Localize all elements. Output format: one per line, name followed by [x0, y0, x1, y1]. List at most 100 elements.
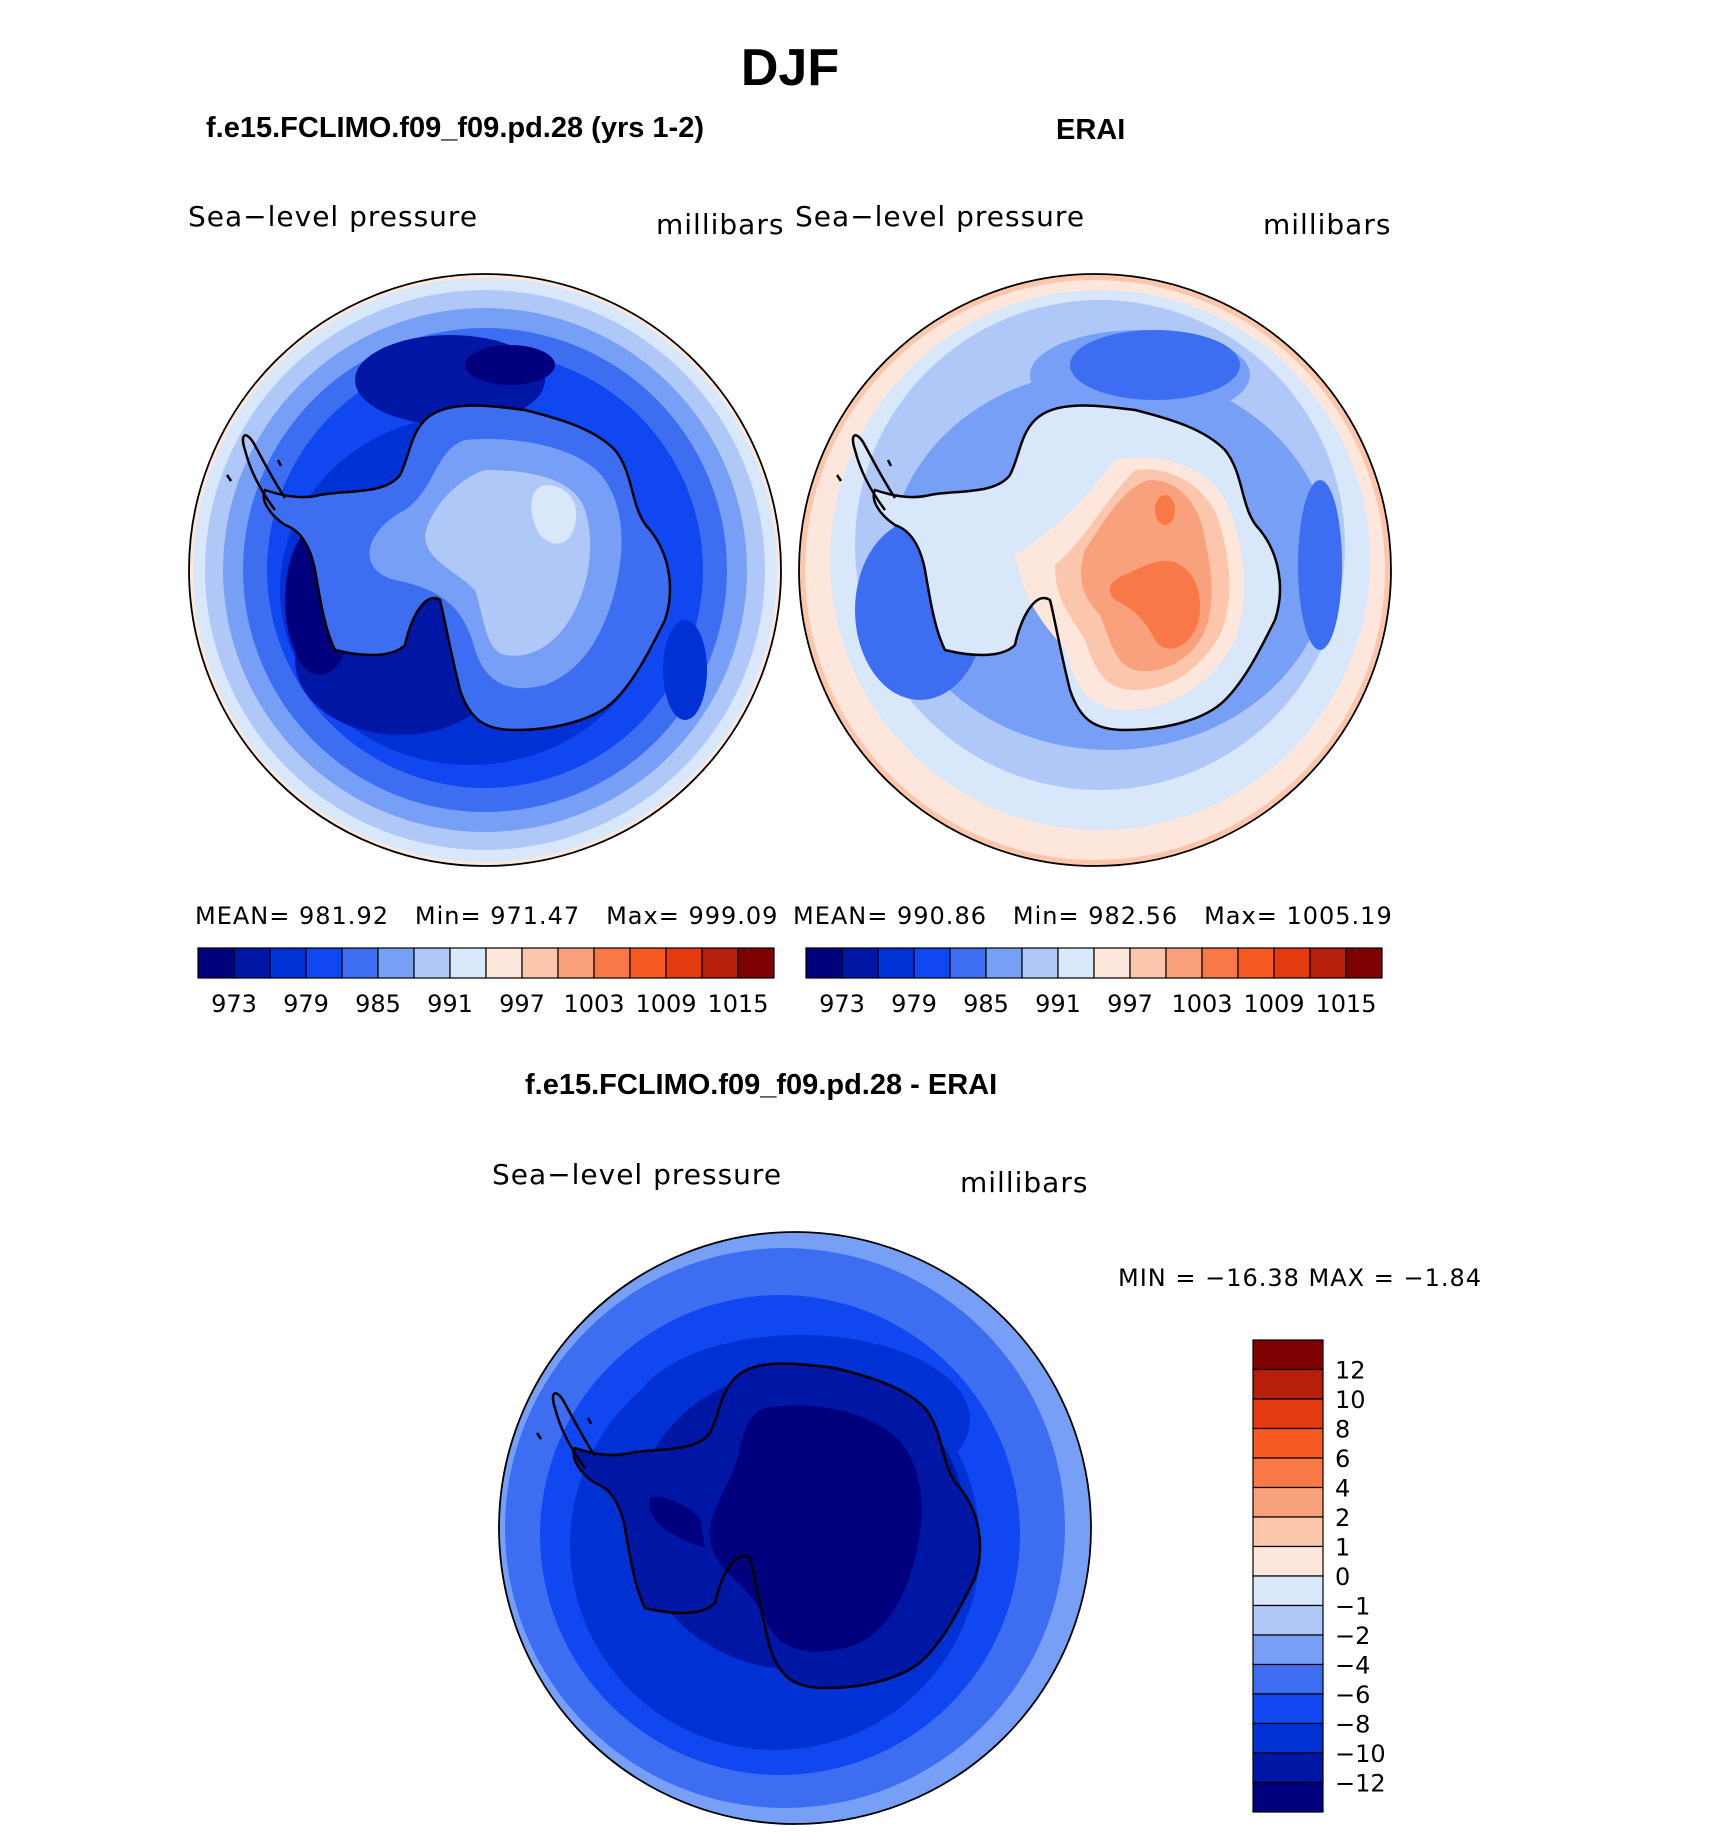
- diff-colorbar-swatch: [1252, 1486, 1324, 1518]
- obs-colorbar-swatch: [1165, 947, 1203, 979]
- diff-colorbar-swatch: [1252, 1575, 1324, 1607]
- model-polar-map: [188, 273, 782, 867]
- model-colorbar-tick-label: 1015: [707, 990, 768, 1018]
- obs-colorbar-swatch: [877, 947, 915, 979]
- diff-colorbar-swatch: [1252, 1545, 1324, 1577]
- obs-colorbar-tick-label: 1009: [1243, 990, 1304, 1018]
- model-colorbar-swatch: [413, 947, 451, 979]
- obs-colorbar-swatch: [949, 947, 987, 979]
- model-colorbar-swatch: [485, 947, 523, 979]
- diff-colorbar-tick-label: 4: [1335, 1475, 1350, 1503]
- model-min-value: 971.47: [490, 902, 581, 930]
- diff-colorbar-tick-label: 6: [1335, 1445, 1350, 1473]
- obs-max-label: Max=: [1204, 902, 1278, 930]
- model-colorbar-swatch: [701, 947, 739, 979]
- diff-colorbar-swatch: [1252, 1722, 1324, 1754]
- model-max-label: Max=: [606, 902, 680, 930]
- obs-colorbar-swatch: [1093, 947, 1131, 979]
- obs-polar-map: [798, 273, 1392, 867]
- obs-mean-value: 990.86: [897, 902, 987, 930]
- obs-colorbar: 973 979 985 991 997 1003 1009 1015: [805, 947, 1383, 1018]
- obs-units-label: millibars: [1263, 208, 1392, 241]
- obs-min-label: Min=: [1012, 902, 1080, 930]
- diff-units-label: millibars: [960, 1166, 1089, 1199]
- diff-colorbar-swatch: [1252, 1457, 1324, 1489]
- diff-colorbar-tick-label: −1: [1335, 1593, 1370, 1621]
- diff-panel-title: f.e15.FCLIMO.f09_f09.pd.28 - ERAI: [525, 1069, 998, 1101]
- diff-colorbar-tick-label: 8: [1335, 1416, 1350, 1444]
- diff-colorbar-tick-label: −10: [1335, 1740, 1386, 1768]
- model-colorbar-tick-label: 979: [283, 990, 329, 1018]
- model-colorbar-tick-label: 973: [211, 990, 257, 1018]
- obs-colorbar-swatch: [1201, 947, 1239, 979]
- model-colorbar-swatch: [197, 947, 235, 979]
- diff-colorbar-swatch: [1252, 1781, 1324, 1813]
- obs-max-value: 1005.19: [1286, 902, 1393, 930]
- diff-colorbar-swatch: [1252, 1339, 1324, 1371]
- diff-colorbar-swatch: [1252, 1693, 1324, 1725]
- diff-colorbar-tick-label: −12: [1335, 1770, 1386, 1798]
- diff-colorbar-tick-label: −4: [1335, 1652, 1370, 1680]
- obs-colorbar-swatch: [805, 947, 843, 979]
- diff-variable-label: Sea−level pressure: [492, 1158, 783, 1191]
- model-mean-value: 981.92: [299, 902, 389, 930]
- model-colorbar-swatch: [665, 947, 703, 979]
- diff-colorbar-tick-label: −2: [1335, 1622, 1370, 1650]
- obs-colorbar-swatch: [841, 947, 879, 979]
- model-colorbar-swatch: [269, 947, 307, 979]
- diff-minmax-text: MIN = −16.38 MAX = −1.84: [1118, 1264, 1483, 1292]
- diff-colorbar-swatch: [1252, 1516, 1324, 1548]
- obs-colorbar-tick-label: 991: [1035, 990, 1081, 1018]
- model-panel-title: f.e15.FCLIMO.f09_f09.pd.28 (yrs 1-2): [206, 112, 704, 144]
- model-colorbar-swatch: [557, 947, 595, 979]
- obs-colorbar-swatch: [985, 947, 1023, 979]
- obs-colorbar-swatch: [1309, 947, 1347, 979]
- diff-colorbar-tick-label: −6: [1335, 1681, 1370, 1709]
- diff-colorbar-swatch: [1252, 1663, 1324, 1695]
- model-colorbar-swatch: [377, 947, 415, 979]
- obs-colorbar-tick-label: 985: [963, 990, 1009, 1018]
- diff-colorbar-tick-label: 12: [1335, 1357, 1366, 1385]
- obs-colorbar-swatch: [1237, 947, 1275, 979]
- obs-stats: MEAN= 990.86 Min= 982.56 Max= 1005.19: [793, 902, 1393, 930]
- obs-colorbar-swatch: [1057, 947, 1095, 979]
- model-colorbar-tick-label: 991: [427, 990, 473, 1018]
- diff-colorbar-tick-label: 2: [1335, 1504, 1350, 1532]
- model-units-label: millibars: [656, 208, 785, 241]
- diff-colorbar-swatch: [1252, 1368, 1324, 1400]
- model-max-value: 999.09: [688, 902, 779, 930]
- model-colorbar-swatch: [305, 947, 343, 979]
- obs-mean-label: MEAN=: [793, 902, 889, 930]
- diff-colorbar-swatch: [1252, 1752, 1324, 1784]
- model-colorbar-tick-label: 1003: [563, 990, 624, 1018]
- model-stats: MEAN= 981.92 Min= 971.47 Max= 999.09: [195, 902, 778, 930]
- model-colorbar-swatch: [629, 947, 667, 979]
- model-colorbar-swatch: [449, 947, 487, 979]
- diff-colorbar-swatch: [1252, 1398, 1324, 1430]
- model-colorbar: 973 979 985 991 997 1003 1009 1015: [197, 947, 775, 1018]
- model-colorbar-swatch: [521, 947, 559, 979]
- diff-colorbar-swatch: [1252, 1604, 1324, 1636]
- obs-colorbar-tick-label: 979: [891, 990, 937, 1018]
- diff-colorbar-tick-label: 0: [1335, 1563, 1350, 1591]
- obs-colorbar-tick-label: 1003: [1171, 990, 1232, 1018]
- obs-colorbar-tick-label: 997: [1107, 990, 1153, 1018]
- obs-colorbar-swatch: [1021, 947, 1059, 979]
- model-colorbar-swatch: [737, 947, 775, 979]
- obs-colorbar-tick-label: 973: [819, 990, 865, 1018]
- obs-variable-label: Sea−level pressure: [795, 200, 1086, 233]
- model-colorbar-tick-label: 1009: [635, 990, 696, 1018]
- diff-colorbar-tick-label: −8: [1335, 1711, 1370, 1739]
- model-colorbar-tick-label: 997: [499, 990, 545, 1018]
- model-colorbar-swatch: [233, 947, 271, 979]
- obs-min-value: 982.56: [1088, 902, 1179, 930]
- diff-colorbar-tick-label: 1: [1335, 1534, 1350, 1562]
- obs-colorbar-swatch: [1129, 947, 1167, 979]
- model-colorbar-tick-label: 985: [355, 990, 401, 1018]
- diff-colorbar-swatch: [1252, 1634, 1324, 1666]
- obs-colorbar-tick-label: 1015: [1315, 990, 1376, 1018]
- obs-colorbar-swatch: [1345, 947, 1383, 979]
- model-variable-label: Sea−level pressure: [188, 200, 479, 233]
